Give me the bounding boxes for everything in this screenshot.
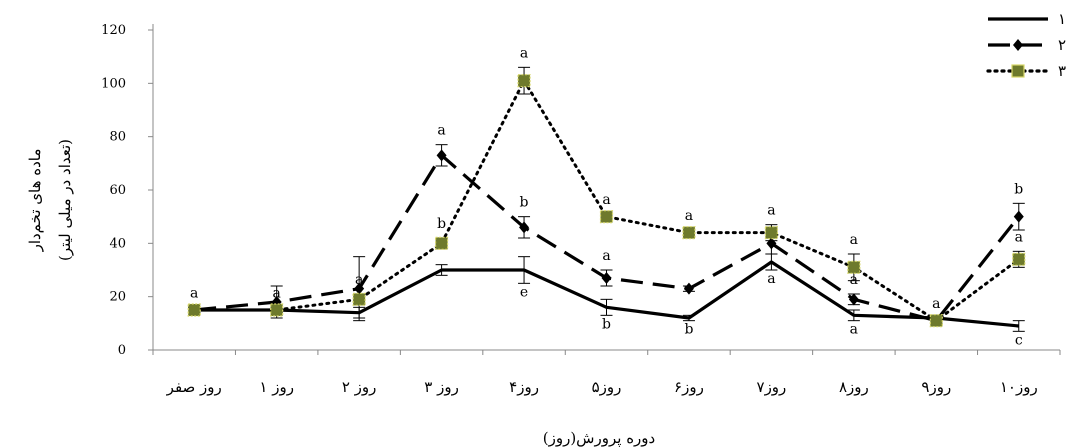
x-tick-label: روز۴ (509, 378, 539, 396)
series-layer (187, 66, 1026, 332)
x-axis-title: دوره پرورش(روز) (543, 429, 655, 447)
x-tick-label: روز ۱ (259, 378, 294, 396)
axes: 0 20 40 60 80 100 120 روز صفر روز ۱ روز ۲ روز ۳ روز… (101, 23, 1061, 396)
series-line (192, 79, 1021, 323)
data-point (352, 292, 366, 306)
significance-letter: a (437, 123, 445, 139)
significance-letter: b (684, 322, 693, 338)
data-point (847, 260, 861, 274)
x-tick-label: روز ۳ (424, 378, 459, 396)
significance-letter: b (520, 195, 529, 211)
x-tick-label: روز۸ (839, 378, 869, 396)
data-point (354, 282, 365, 295)
y-tick-label: 80 (109, 130, 126, 145)
y-tick-label: 20 (109, 290, 126, 305)
significance-letter: a (685, 208, 693, 224)
data-point (436, 149, 447, 162)
data-point (517, 74, 531, 88)
x-tick-label: روز۱۰ (1000, 378, 1038, 396)
significance-letter: a (767, 203, 775, 219)
significance-letter: a (520, 45, 528, 61)
significance-letter: b (602, 316, 611, 332)
significance-letters: e b b a a c a b a a b a a a b a a a a a a a (190, 45, 1023, 348)
significance-letter: c (1015, 332, 1023, 348)
data-point (519, 221, 530, 234)
significance-letter: a (850, 232, 858, 248)
y-axis-units: (تعداد در میلی لیتر) (56, 139, 74, 261)
series-line (194, 260, 1019, 328)
significance-letter: a (190, 285, 198, 301)
data-point (848, 293, 859, 306)
legend: ۱ ۲ ۳ (986, 10, 1066, 80)
data-point (682, 226, 696, 240)
data-point (929, 314, 943, 328)
y-tick-label: 40 (109, 236, 126, 251)
significance-letter: a (932, 296, 940, 312)
legend-marker (1013, 39, 1023, 51)
legend-marker (1011, 64, 1025, 78)
data-point (764, 226, 779, 240)
data-point (187, 303, 201, 317)
y-axis-title: ماده های تخم‌دار (26, 149, 44, 253)
x-tick-label: روز۶ (674, 378, 704, 396)
y-tick-label: 100 (101, 76, 126, 91)
significance-letter: b (437, 216, 446, 232)
significance-letter: a (850, 322, 858, 338)
significance-letter: b (1014, 181, 1023, 197)
x-tick-label: روز صفر (166, 378, 222, 396)
y-tick-label: 60 (109, 183, 126, 198)
y-tick-label: 0 (118, 343, 126, 358)
data-point (599, 210, 614, 224)
significance-letter: e (520, 284, 528, 300)
significance-letter: a (850, 272, 858, 288)
data-point (683, 282, 694, 295)
x-tick-label: روز۹ (921, 378, 951, 396)
significance-letter: a (273, 285, 281, 301)
series-3 (187, 66, 1026, 328)
data-point (434, 236, 449, 250)
legend-label: ۲ (1058, 36, 1066, 54)
significance-letter: a (602, 248, 610, 264)
series-line (194, 153, 1021, 323)
significance-letter: a (602, 192, 610, 208)
legend-label: ۱ (1058, 10, 1066, 28)
significance-letter: a (355, 272, 363, 288)
data-point (270, 303, 284, 317)
y-tick-label: 120 (101, 23, 126, 38)
x-tick-label: روز۷ (757, 378, 787, 396)
x-tick-label: روز۵ (592, 378, 622, 396)
data-point (1012, 252, 1026, 266)
significance-letter: a (1015, 229, 1023, 245)
x-tick-label: روز ۲ (342, 378, 377, 396)
legend-label: ۳ (1058, 62, 1066, 80)
data-point (1013, 210, 1024, 223)
significance-letter: a (767, 271, 775, 287)
data-point (601, 272, 612, 284)
